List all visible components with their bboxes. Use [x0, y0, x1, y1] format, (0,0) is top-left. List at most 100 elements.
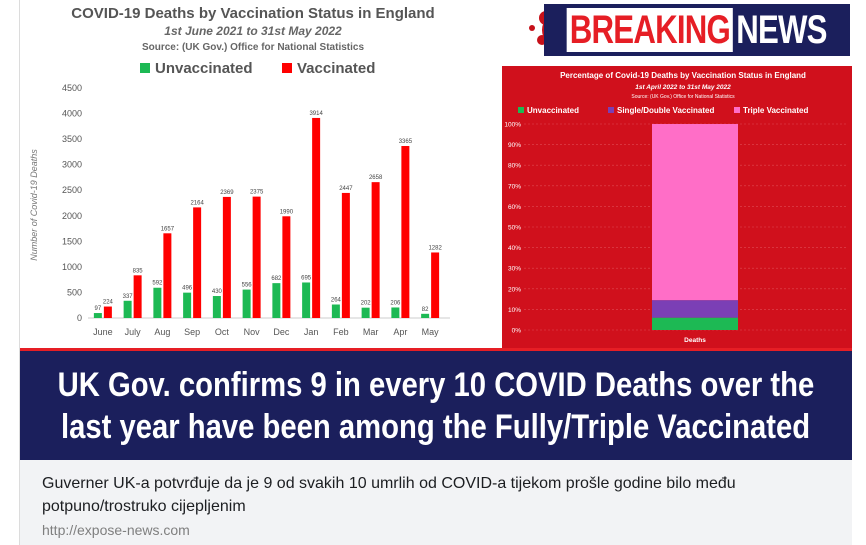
breaking-word: BREAKING: [566, 7, 734, 52]
pct-y-tick-label: 100%: [504, 122, 521, 129]
bar-vaccinated-may: [431, 252, 440, 318]
bar-unvaccinated-jan: [302, 282, 311, 318]
bar-unvaccinated-nov: [242, 289, 251, 318]
y-tick-label: 3000: [62, 160, 82, 170]
x-tick-label: Mar: [363, 327, 379, 337]
bar-value-label: 1990: [280, 209, 294, 215]
bar-value-label: 2164: [190, 200, 204, 206]
bar-value-label: 1657: [161, 226, 175, 232]
bar-vaccinated-jan: [312, 117, 321, 318]
pct-legend-label-2: Triple Vaccinated: [743, 106, 808, 115]
bar-vaccinated-apr: [401, 146, 410, 318]
caption-text[interactable]: Guverner UK-a potvrđuje da je 9 od svaki…: [42, 475, 736, 515]
pct-bar-segment-unvaccinated: [652, 317, 738, 330]
pct-legend-label-1: Single/Double Vaccinated: [617, 106, 714, 115]
x-tick-label: Aug: [154, 327, 170, 337]
x-tick-label: Nov: [244, 327, 261, 337]
percentage-chart: Percentage of Covid-19 Deaths by Vaccina…: [502, 66, 852, 348]
pct-x-tick-label: Deaths: [684, 337, 706, 344]
breaking-news-logo: BREAKING NEWS: [544, 4, 850, 56]
bar-value-label: 556: [242, 283, 253, 289]
bar-vaccinated-dec: [282, 216, 291, 318]
bar-value-label: 3365: [399, 139, 413, 145]
legend-label-0: Unvaccinated: [155, 60, 253, 77]
pct-y-tick-label: 80%: [508, 163, 521, 170]
bar-unvaccinated-june: [93, 313, 102, 318]
bar-value-label: 695: [301, 275, 312, 281]
x-tick-label: Sep: [184, 327, 200, 337]
bar-value-label: 2369: [220, 190, 234, 196]
bar-value-label: 264: [331, 298, 342, 304]
post-card[interactable]: COVID-19 Deaths by Vaccination Status in…: [19, 0, 852, 545]
bar-value-label: 592: [152, 281, 163, 287]
chart-subtitle: 1st June 2021 to 31st May 2022: [164, 24, 342, 38]
pct-y-tick-label: 40%: [508, 245, 521, 252]
bar-value-label: 82: [422, 307, 429, 313]
bar-vaccinated-july: [133, 275, 142, 318]
bar-vaccinated-june: [103, 306, 112, 318]
bar-unvaccinated-feb: [331, 304, 340, 318]
bar-vaccinated-nov: [252, 196, 261, 318]
bar-vaccinated-aug: [163, 233, 172, 318]
x-tick-label: Dec: [273, 327, 290, 337]
y-tick-label: 4500: [62, 83, 82, 93]
link-caption[interactable]: Guverner UK-a potvrđuje da je 9 od svaki…: [20, 460, 852, 545]
bar-value-label: 496: [182, 286, 193, 292]
pct-chart-subtitle: 1st April 2022 to 31st May 2022: [635, 84, 731, 91]
bar-value-label: 2447: [339, 186, 353, 192]
bar-unvaccinated-may: [421, 313, 430, 318]
link-domain[interactable]: http://expose-news.com: [42, 522, 190, 538]
y-tick-label: 2000: [62, 211, 82, 221]
y-tick-label: 4000: [62, 109, 82, 119]
deaths-by-month-chart: COVID-19 Deaths by Vaccination Status in…: [20, 0, 480, 348]
bar-unvaccinated-apr: [391, 307, 400, 318]
bar-vaccinated-sep: [193, 207, 202, 318]
chart-source: Source: (UK Gov.) Office for National St…: [142, 42, 365, 53]
pct-y-tick-label: 70%: [508, 183, 521, 190]
pct-legend-swatch-1: [608, 107, 614, 113]
bar-unvaccinated-sep: [183, 292, 192, 318]
news-word: NEWS: [736, 7, 828, 52]
headline-line-2: last year have been among the Fully/Trip…: [61, 407, 811, 446]
pct-y-tick-label: 10%: [508, 307, 521, 314]
bar-value-label: 682: [271, 276, 282, 282]
bar-vaccinated-feb: [341, 192, 350, 318]
x-tick-label: Feb: [333, 327, 349, 337]
right-panel: BREAKING NEWS Percentage of Covid-19 Deat…: [484, 0, 852, 348]
legend-swatch-1: [282, 63, 292, 73]
x-tick-label: May: [422, 327, 440, 337]
y-axis-label: Number of Covid-19 Deaths: [29, 149, 39, 261]
chart-title: COVID-19 Deaths by Vaccination Status in…: [71, 5, 434, 22]
pct-legend-swatch-0: [518, 107, 524, 113]
bar-unvaccinated-oct: [212, 296, 221, 318]
x-tick-label: June: [93, 327, 113, 337]
bar-vaccinated-mar: [371, 182, 380, 318]
bar-value-label: 224: [103, 300, 114, 306]
pct-y-tick-label: 0%: [512, 328, 522, 335]
headline-line-1: UK Gov. confirms 9 in every 10 COVID Dea…: [57, 365, 815, 404]
bar-value-label: 206: [390, 300, 401, 306]
bar-vaccinated-oct: [222, 196, 231, 318]
x-tick-label: Apr: [393, 327, 407, 337]
pct-legend-label-0: Unvaccinated: [527, 106, 579, 115]
pct-chart-legend: Unvaccinated Single/Double Vaccinated Trip…: [518, 106, 808, 115]
bar-value-label: 835: [133, 268, 144, 274]
y-tick-label: 1000: [62, 262, 82, 272]
y-tick-label: 500: [67, 287, 82, 297]
legend-swatch-0: [140, 63, 150, 73]
pct-legend-swatch-2: [734, 107, 740, 113]
pct-y-tick-label: 50%: [508, 225, 521, 232]
headline-banner: UK Gov. confirms 9 in every 10 COVID Dea…: [20, 348, 852, 460]
pct-bar-segment-triple-vaccinated: [652, 124, 738, 301]
bar-value-label: 2375: [250, 190, 264, 196]
bar-value-label: 3914: [309, 111, 323, 117]
bar-value-label: 1282: [428, 245, 442, 251]
pct-y-tick-label: 20%: [508, 286, 521, 293]
y-tick-label: 2500: [62, 185, 82, 195]
pct-bar-segment-single-double-vaccinated: [652, 300, 738, 318]
pct-chart-title: Percentage of Covid-19 Deaths by Vaccina…: [560, 71, 806, 80]
legend-label-1: Vaccinated: [297, 60, 375, 77]
bar-value-label: 97: [95, 306, 102, 312]
bar-value-label: 2658: [369, 175, 383, 181]
pct-y-tick-label: 90%: [508, 142, 521, 149]
